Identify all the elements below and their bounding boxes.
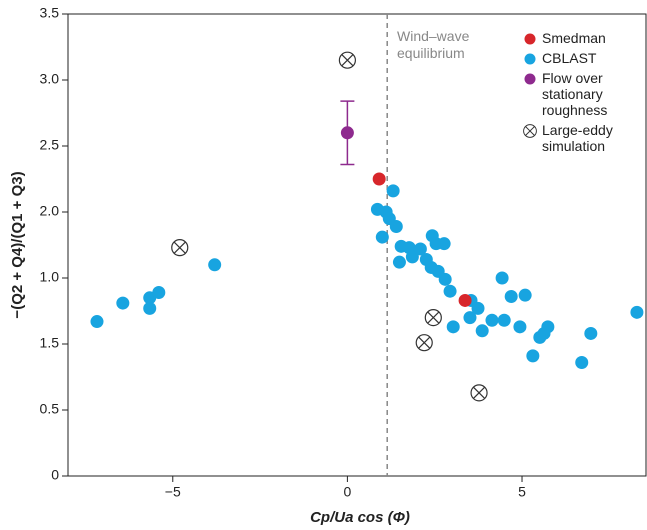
point [438,272,452,286]
point [458,293,472,307]
point [471,301,485,315]
legend-marker [524,53,536,65]
point [584,326,598,340]
y-axis-label: −(Q2 + Q4)/(Q1 + Q3) [9,171,26,318]
legend-marker [524,33,536,45]
x-tick-label: −5 [165,484,181,500]
legend-marker [523,124,537,138]
y-tick-label: 3.0 [40,71,60,87]
y-tick-label: 0.5 [40,401,60,417]
legend-icon [524,33,536,45]
annotation: Wind–wave equilibrium [397,28,470,61]
point [526,349,540,363]
point [497,313,511,327]
point [372,172,386,186]
y-tick-label: 1.5 [40,335,60,351]
point [513,320,527,334]
point [630,305,644,319]
marker-cross [173,241,186,254]
les-marker [171,239,189,257]
les-marker [415,334,433,352]
legend-label: Large-eddy simulation [542,122,613,154]
marker-cross [427,311,440,324]
point [143,301,157,315]
legend-icon [523,124,537,138]
x-axis-label: Cp/Ua cos (Φ) [310,509,410,526]
point [443,284,457,298]
point [437,237,451,251]
y-tick-label: 1.0 [40,269,60,285]
marker-cross [525,126,535,136]
les-marker [424,309,442,327]
point [386,184,400,198]
legend-label: CBLAST [542,50,597,66]
point [495,271,509,285]
les-marker [338,51,356,69]
point [413,242,427,256]
x-tick-label: 0 [343,484,351,500]
point [375,230,389,244]
point [533,330,547,344]
point [116,296,130,310]
point [575,355,589,369]
point [208,258,222,272]
marker-cross [341,54,354,67]
plot-frame [67,13,647,477]
legend-label: Smedman [542,30,606,46]
legend-item: Flow over stationary roughness [520,70,640,118]
legend-marker [524,73,536,85]
marker-cross [418,336,431,349]
point [340,126,354,140]
point [405,250,419,264]
y-tick-label: 2.5 [40,137,60,153]
point [463,311,477,325]
point [152,286,166,300]
point [504,289,518,303]
point [446,320,460,334]
les-marker [470,384,488,402]
y-tick-label: 2.0 [40,203,60,219]
point [485,313,499,327]
legend-item: CBLAST [520,50,640,66]
legend: Smedman CBLAST Flow over stationary roughn… [520,30,640,158]
point [90,315,104,329]
legend-icon [524,53,536,65]
point [475,324,489,338]
legend-item: Large-eddy simulation [520,122,640,154]
legend-item: Smedman [520,30,640,46]
point [518,288,532,302]
legend-label: Flow over stationary roughness [542,70,608,118]
les-marker [523,124,537,138]
marker-cross [473,386,485,399]
y-tick-label: 3.5 [40,5,60,21]
point [392,255,406,269]
point [389,220,403,234]
x-tick-label: 5 [518,484,526,500]
y-tick-label: 0 [51,467,59,483]
legend-icon [524,73,536,85]
